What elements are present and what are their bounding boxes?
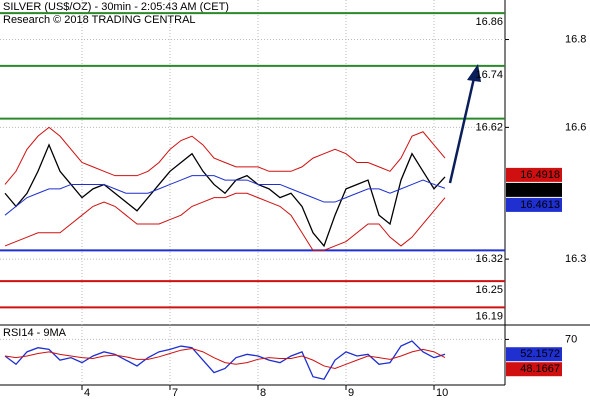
price-tag <box>506 167 562 182</box>
series-line <box>4 192 446 251</box>
x-tick-label: 4 <box>84 387 90 399</box>
level-label: 16.74 <box>475 69 503 81</box>
price-tag-label: 52.1572 <box>520 348 560 360</box>
rsi-title: RSI14 - 9MA <box>3 327 67 339</box>
price-tag-label: 16.4613 <box>520 199 560 211</box>
x-tick-label: 8 <box>260 387 266 399</box>
price-tag-label: 16.487 <box>526 184 560 196</box>
x-tick-label: 7 <box>172 387 178 399</box>
price-tag <box>506 362 562 377</box>
y-tick-label: 16.3 <box>565 253 586 265</box>
level-label: 16.19 <box>475 310 503 322</box>
price-tag-label: 48.1667 <box>520 363 560 375</box>
series-line <box>4 143 446 248</box>
price-tag-label: 16.4918 <box>520 169 560 181</box>
price-tag <box>506 182 562 197</box>
price-tag <box>506 197 562 212</box>
level-label: 16.25 <box>475 284 503 296</box>
series-line <box>4 340 446 380</box>
forecast-arrow <box>448 64 481 184</box>
level-label: 16.62 <box>475 121 503 133</box>
chart-title: SILVER (US$/OZ) - 30min - 2:05:43 AM (CE… <box>3 1 229 13</box>
price-tag <box>506 347 562 362</box>
x-tick-label: 10 <box>436 387 448 399</box>
level-label: 16.32 <box>475 253 503 265</box>
series-line <box>4 348 446 369</box>
level-label: 16.86 <box>475 16 503 28</box>
chart-subtitle: Research © 2018 TRADING CENTRAL <box>3 14 196 26</box>
series-line <box>4 175 446 216</box>
y-tick-label: 16.8 <box>565 33 586 45</box>
y-tick-label: 16.6 <box>565 121 586 133</box>
y-tick-label: 70 <box>565 333 577 345</box>
series-line <box>4 126 446 185</box>
x-tick-label: 9 <box>348 387 354 399</box>
